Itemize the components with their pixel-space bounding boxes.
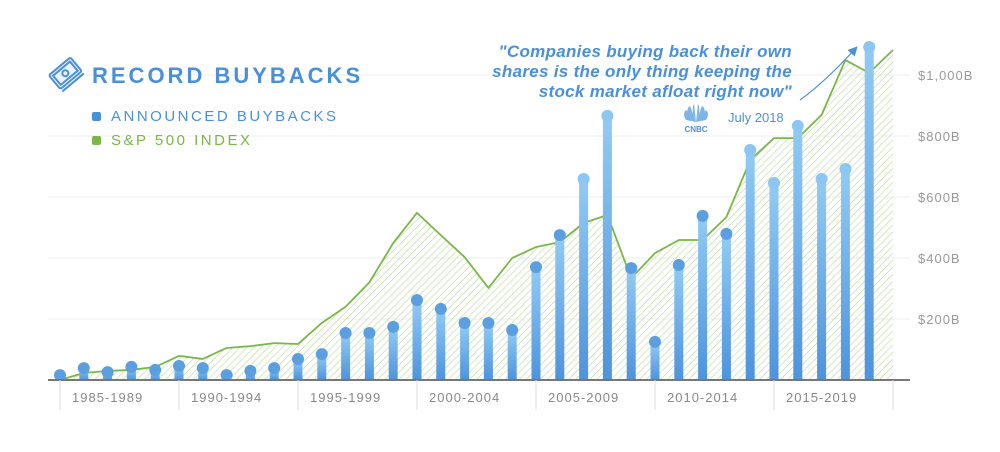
buyback-bar xyxy=(507,329,517,380)
legend-label: ANNOUNCED BUYBACKS xyxy=(111,108,339,125)
buyback-bar-cap xyxy=(720,227,733,240)
buyback-bar xyxy=(341,333,351,380)
buyback-bar-cap xyxy=(196,362,209,375)
x-group-label: 2005-2009 xyxy=(548,390,619,405)
buyback-bar-cap xyxy=(482,316,495,329)
buyback-bar-cap xyxy=(696,209,709,222)
buyback-bar xyxy=(317,354,327,380)
buyback-bar xyxy=(483,322,493,380)
buyback-bar-cap xyxy=(577,173,590,186)
buyback-bar-cap xyxy=(363,327,376,340)
legend-item-sp500: S&P 500 INDEX xyxy=(92,132,252,149)
money-stack-icon xyxy=(48,57,85,93)
buyback-bar-cap xyxy=(649,335,661,348)
buyback-bar-cap xyxy=(625,262,638,275)
buyback-bar-cap xyxy=(173,359,185,372)
chart-title: RECORD BUYBACKS xyxy=(92,63,364,88)
buyback-bar-cap xyxy=(411,294,423,307)
y-tick-label: $1,000B xyxy=(918,68,973,83)
buyback-bar-cap xyxy=(54,369,66,382)
quote-line: stock market afloat right now" xyxy=(538,82,792,101)
buyback-bar xyxy=(436,308,446,380)
buyback-bar xyxy=(793,125,803,380)
buyback-bar-cap xyxy=(458,316,471,329)
buyback-bar-cap xyxy=(553,229,566,242)
buyback-bar-cap xyxy=(387,320,400,333)
x-group-label: 1985-1989 xyxy=(72,390,143,405)
buyback-bar-cap xyxy=(863,40,876,53)
buyback-bar xyxy=(602,115,612,381)
buyback-bar-cap xyxy=(839,162,852,175)
buyback-bar xyxy=(769,182,779,380)
y-tick-label: $600B xyxy=(918,190,961,205)
x-group-label: 2010-2014 xyxy=(667,390,738,405)
buyback-bar xyxy=(364,333,374,380)
buyback-bar-cap xyxy=(601,109,614,122)
buyback-bar xyxy=(460,322,470,380)
buyback-bar-cap xyxy=(244,364,257,377)
buyback-bar-cap xyxy=(315,348,328,361)
buyback-bar xyxy=(817,179,827,380)
buyback-bar xyxy=(388,326,398,380)
buyback-bar xyxy=(174,365,184,380)
quote-annotation: "Companies buying back their own shares … xyxy=(492,42,792,102)
buyback-bar-cap xyxy=(791,119,804,132)
legend-swatch xyxy=(92,136,101,145)
buyback-bar-cap xyxy=(768,176,780,189)
x-group-label: 2000-2004 xyxy=(429,390,500,405)
buyback-bar-cap xyxy=(530,261,542,274)
buyback-bar-cap xyxy=(506,323,519,336)
buyback-bar-cap xyxy=(672,259,685,272)
buyback-bar-cap xyxy=(220,369,233,382)
y-tick-label: $800B xyxy=(918,129,961,144)
quote-line: shares is the only thing keeping the xyxy=(492,62,792,81)
buyback-bar-cap xyxy=(77,362,90,375)
buyback-bar xyxy=(626,268,636,380)
quote-date: July 2018 xyxy=(728,110,784,125)
legend-label: S&P 500 INDEX xyxy=(111,132,253,149)
svg-text:CNBC: CNBC xyxy=(684,125,707,134)
buyback-bar-cap xyxy=(268,362,281,375)
buyback-bar xyxy=(698,215,708,380)
buyback-bar xyxy=(126,366,136,380)
x-group-label: 1995-1999 xyxy=(310,390,381,405)
quote-arrow xyxy=(799,46,858,101)
buyback-bar-cap xyxy=(101,366,114,379)
y-tick-label: $400B xyxy=(918,251,961,266)
buyback-bar-cap xyxy=(149,363,162,376)
buyback-bar-cap xyxy=(434,302,447,315)
buyback-bar xyxy=(412,300,422,380)
cnbc-peacock-logo: CNBC xyxy=(684,104,708,134)
buyback-bar xyxy=(555,235,565,380)
buyback-bar xyxy=(745,150,755,380)
buyback-bar xyxy=(674,265,684,380)
x-group-label: 2015-2019 xyxy=(786,390,857,405)
legend-item-buybacks: ANNOUNCED BUYBACKS xyxy=(92,108,339,125)
buyback-bar-cap xyxy=(815,173,828,186)
buyback-bar xyxy=(721,233,731,380)
legend-swatch xyxy=(92,112,101,121)
x-group-label: 1990-1994 xyxy=(191,390,262,405)
buyback-bar-cap xyxy=(292,352,304,365)
sp500-area xyxy=(60,49,893,381)
buyback-bar xyxy=(864,46,874,380)
y-tick-label: $200B xyxy=(918,312,961,327)
buyback-bar xyxy=(531,267,541,380)
buyback-bar-cap xyxy=(339,327,352,340)
buyback-bar xyxy=(840,168,850,380)
buyback-bar xyxy=(579,179,589,380)
buyback-bar xyxy=(293,358,303,380)
buyback-bar-cap xyxy=(125,360,138,373)
quote-line: "Companies buying back their own xyxy=(498,42,792,61)
buyback-bar-cap xyxy=(744,144,757,157)
buyback-bar xyxy=(650,341,660,380)
